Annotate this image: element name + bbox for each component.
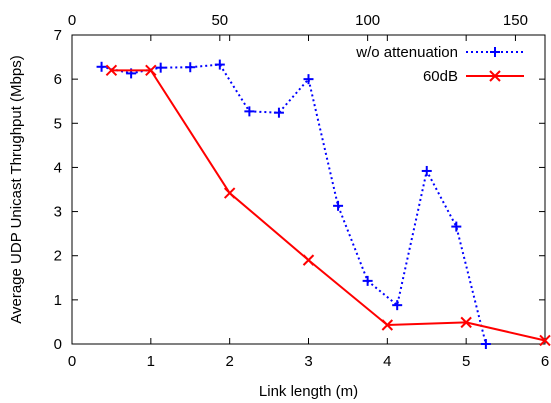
- data-point: [105, 64, 118, 77]
- data-point: [539, 334, 551, 347]
- data-point: [145, 64, 157, 77]
- series-1: [105, 64, 551, 347]
- data-point: [460, 316, 472, 329]
- x-tick-label: 4: [383, 353, 391, 370]
- y-tick-label: 7: [54, 27, 62, 44]
- legend-label: 60dB: [423, 68, 458, 85]
- series-line: [101, 63, 487, 345]
- data-point: [381, 319, 394, 331]
- x-tick-label: 0: [68, 353, 76, 370]
- legend-label: w/o attenuation: [355, 44, 458, 61]
- x2-tick-label: 150: [503, 12, 528, 29]
- y-tick-label: 2: [54, 248, 62, 265]
- x2-tick-label: 50: [211, 12, 228, 29]
- series-line: [111, 69, 546, 342]
- legend-entry: 60dB: [423, 68, 524, 85]
- x-tick-label: 5: [462, 353, 470, 370]
- axis-ticks: 0 1 2 3 4 5 6 0 50 100 150 0 1 2 3 4 5 6 7: [54, 12, 550, 370]
- x-tick-label: 2: [225, 353, 233, 370]
- series-0: [96, 59, 491, 349]
- x-tick-label: 6: [541, 353, 549, 370]
- x2-tick-label: 100: [355, 12, 380, 29]
- y-tick-label: 4: [54, 159, 62, 176]
- x2-tick-label: 0: [68, 12, 76, 29]
- x-tick-label: 1: [147, 353, 155, 370]
- series-layer: [96, 59, 551, 349]
- y-tick-label: 6: [54, 71, 62, 88]
- y-tick-label: 1: [54, 292, 62, 309]
- legend-entry: w/o attenuation: [355, 44, 524, 61]
- x-tick-label: 3: [304, 353, 312, 370]
- y-axis-title: Average UDP Unicast Thrughput (Mbps): [8, 55, 25, 323]
- legend: w/o attenuation 60dB: [355, 44, 524, 85]
- data-point: [223, 187, 236, 199]
- y-tick-label: 3: [54, 204, 62, 221]
- y-tick-label: 0: [54, 336, 62, 353]
- x-axis-title: Link length (m): [259, 383, 358, 400]
- data-point: [302, 254, 315, 266]
- y-tick-label: 5: [54, 115, 62, 132]
- legend-marker: [489, 70, 501, 82]
